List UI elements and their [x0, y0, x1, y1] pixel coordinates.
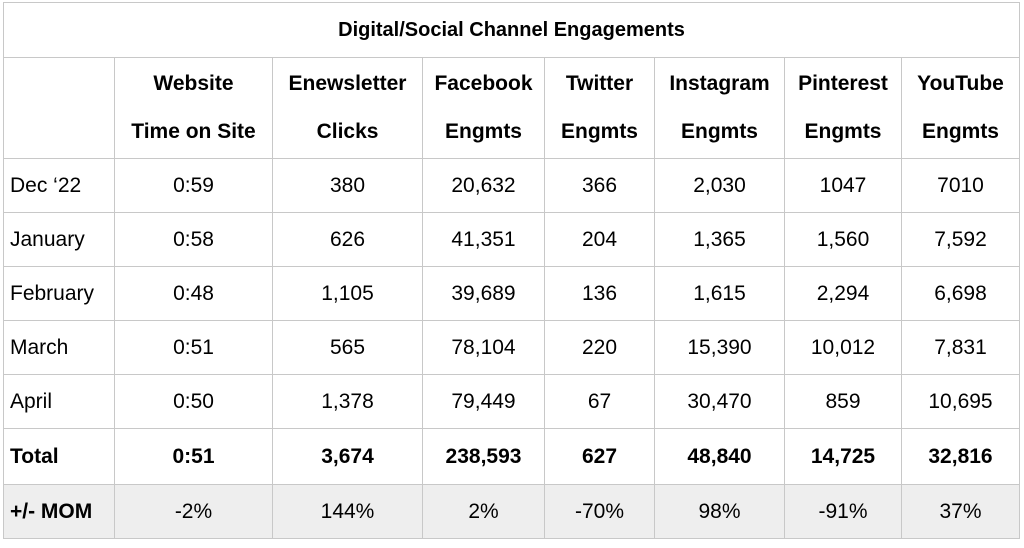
table-row: January 0:58 626 41,351 204 1,365 1,560 …	[3, 212, 1020, 267]
mom-row: +/- MOM -2% 144% 2% -70% 98% -91% 37%	[3, 484, 1020, 539]
table-cell: 1,365	[654, 212, 785, 267]
table-cell: 67	[544, 374, 655, 429]
table-cell: 1,615	[654, 266, 785, 321]
column-header-line2: Engmts	[680, 120, 758, 143]
mom-cell: 144%	[272, 484, 423, 539]
table-cell: 78,104	[422, 320, 545, 375]
table-cell: 1,378	[272, 374, 423, 429]
table-title: Digital/Social Channel Engagements	[3, 2, 1020, 58]
table-cell: 0:50	[114, 374, 273, 429]
title-row: Digital/Social Channel Engagements	[3, 2, 1020, 58]
table-cell: 2,030	[654, 158, 785, 213]
column-header-line1: Enewsletter	[288, 72, 407, 95]
table-cell: 1,560	[784, 212, 902, 267]
column-header-line1: Instagram	[669, 72, 770, 95]
column-header-line1: Facebook	[434, 72, 533, 95]
table-cell: 7,592	[901, 212, 1020, 267]
table-cell: 79,449	[422, 374, 545, 429]
table-cell: 30,470	[654, 374, 785, 429]
column-header-line1: Twitter	[565, 72, 634, 95]
table-cell: 204	[544, 212, 655, 267]
table-cell: 565	[272, 320, 423, 375]
mom-cell: 98%	[654, 484, 785, 539]
engagements-table: Digital/Social Channel Engagements Websi…	[3, 2, 1020, 539]
mom-label: +/- MOM	[3, 484, 115, 539]
total-cell: 3,674	[272, 428, 423, 485]
row-label: Dec ‘22	[3, 158, 115, 213]
mom-cell: -91%	[784, 484, 902, 539]
table-cell: 39,689	[422, 266, 545, 321]
table-cell: 0:58	[114, 212, 273, 267]
mom-cell: 2%	[422, 484, 545, 539]
row-label: February	[3, 266, 115, 321]
column-header-website: Website Time on Site	[114, 57, 273, 159]
table-cell: 15,390	[654, 320, 785, 375]
mom-cell: -2%	[114, 484, 273, 539]
total-cell: 32,816	[901, 428, 1020, 485]
table-cell: 1047	[784, 158, 902, 213]
row-label: March	[3, 320, 115, 375]
column-header-line2: Engmts	[560, 120, 638, 143]
table-cell: 1,105	[272, 266, 423, 321]
table-row: March 0:51 565 78,104 220 15,390 10,012 …	[3, 320, 1020, 375]
table-cell: 10,695	[901, 374, 1020, 429]
total-cell: 14,725	[784, 428, 902, 485]
table-row: February 0:48 1,105 39,689 136 1,615 2,2…	[3, 266, 1020, 321]
column-header-line2: Engmts	[804, 120, 882, 143]
column-header-line2: Engmts	[921, 120, 999, 143]
table-cell: 7,831	[901, 320, 1020, 375]
table-cell: 859	[784, 374, 902, 429]
table-cell: 6,698	[901, 266, 1020, 321]
table-cell: 136	[544, 266, 655, 321]
table-cell: 7010	[901, 158, 1020, 213]
column-header-twitter: Twitter Engmts	[544, 57, 655, 159]
column-header-enewsletter: Enewsletter Clicks	[272, 57, 423, 159]
table-row: April 0:50 1,378 79,449 67 30,470 859 10…	[3, 374, 1020, 429]
table-cell: 626	[272, 212, 423, 267]
column-header-line2: Clicks	[316, 120, 379, 143]
column-header-facebook: Facebook Engmts	[422, 57, 545, 159]
total-label: Total	[3, 428, 115, 485]
column-header-line2: Time on Site	[131, 120, 256, 143]
column-header-line1: Website	[153, 72, 234, 95]
header-row: Website Time on Site Enewsletter Clicks …	[3, 57, 1020, 159]
column-header-line1: YouTube	[917, 72, 1004, 95]
table-row: Dec ‘22 0:59 380 20,632 366 2,030 1047 7…	[3, 158, 1020, 213]
table-cell: 0:59	[114, 158, 273, 213]
mom-cell: -70%	[544, 484, 655, 539]
total-cell: 0:51	[114, 428, 273, 485]
column-header-youtube: YouTube Engmts	[901, 57, 1020, 159]
table-cell: 380	[272, 158, 423, 213]
column-header-line2: Engmts	[444, 120, 522, 143]
total-cell: 48,840	[654, 428, 785, 485]
table-cell: 0:48	[114, 266, 273, 321]
table-cell: 2,294	[784, 266, 902, 321]
table-cell: 10,012	[784, 320, 902, 375]
total-cell: 627	[544, 428, 655, 485]
row-label: January	[3, 212, 115, 267]
table-cell: 20,632	[422, 158, 545, 213]
table-cell: 366	[544, 158, 655, 213]
total-cell: 238,593	[422, 428, 545, 485]
row-label: April	[3, 374, 115, 429]
column-header-pinterest: Pinterest Engmts	[784, 57, 902, 159]
table-cell: 0:51	[114, 320, 273, 375]
header-empty-cell	[3, 57, 115, 159]
table-cell: 41,351	[422, 212, 545, 267]
mom-cell: 37%	[901, 484, 1020, 539]
total-row: Total 0:51 3,674 238,593 627 48,840 14,7…	[3, 428, 1020, 485]
column-header-line1: Pinterest	[798, 72, 888, 95]
column-header-instagram: Instagram Engmts	[654, 57, 785, 159]
table-cell: 220	[544, 320, 655, 375]
